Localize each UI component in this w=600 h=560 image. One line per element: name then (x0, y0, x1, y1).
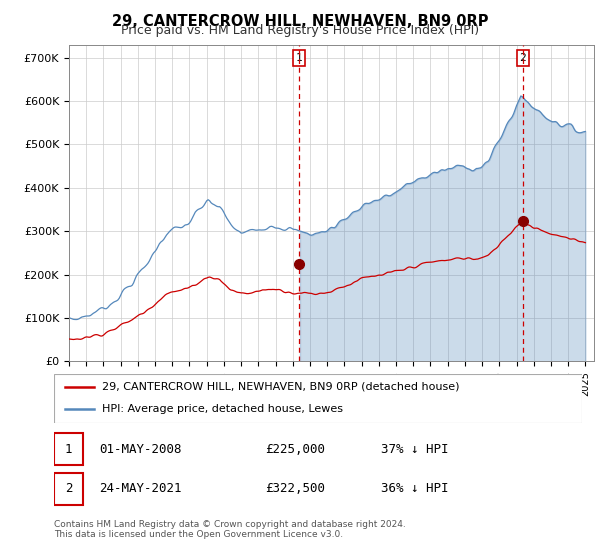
FancyBboxPatch shape (54, 473, 83, 505)
Text: 1: 1 (296, 53, 302, 63)
Text: HPI: Average price, detached house, Lewes: HPI: Average price, detached house, Lewe… (101, 404, 343, 414)
Text: 2: 2 (520, 53, 526, 63)
Text: 01-MAY-2008: 01-MAY-2008 (99, 442, 181, 455)
Text: 1: 1 (65, 442, 72, 455)
Text: £225,000: £225,000 (265, 442, 325, 455)
Text: £322,500: £322,500 (265, 483, 325, 496)
Text: 29, CANTERCROW HILL, NEWHAVEN, BN9 0RP (detached house): 29, CANTERCROW HILL, NEWHAVEN, BN9 0RP (… (101, 382, 459, 392)
FancyBboxPatch shape (54, 433, 83, 465)
Text: Price paid vs. HM Land Registry's House Price Index (HPI): Price paid vs. HM Land Registry's House … (121, 24, 479, 37)
Text: Contains HM Land Registry data © Crown copyright and database right 2024.
This d: Contains HM Land Registry data © Crown c… (54, 520, 406, 539)
Text: 36% ↓ HPI: 36% ↓ HPI (382, 483, 449, 496)
Text: 2: 2 (65, 483, 72, 496)
Text: 24-MAY-2021: 24-MAY-2021 (99, 483, 181, 496)
Text: 29, CANTERCROW HILL, NEWHAVEN, BN9 0RP: 29, CANTERCROW HILL, NEWHAVEN, BN9 0RP (112, 14, 488, 29)
Text: 37% ↓ HPI: 37% ↓ HPI (382, 442, 449, 455)
